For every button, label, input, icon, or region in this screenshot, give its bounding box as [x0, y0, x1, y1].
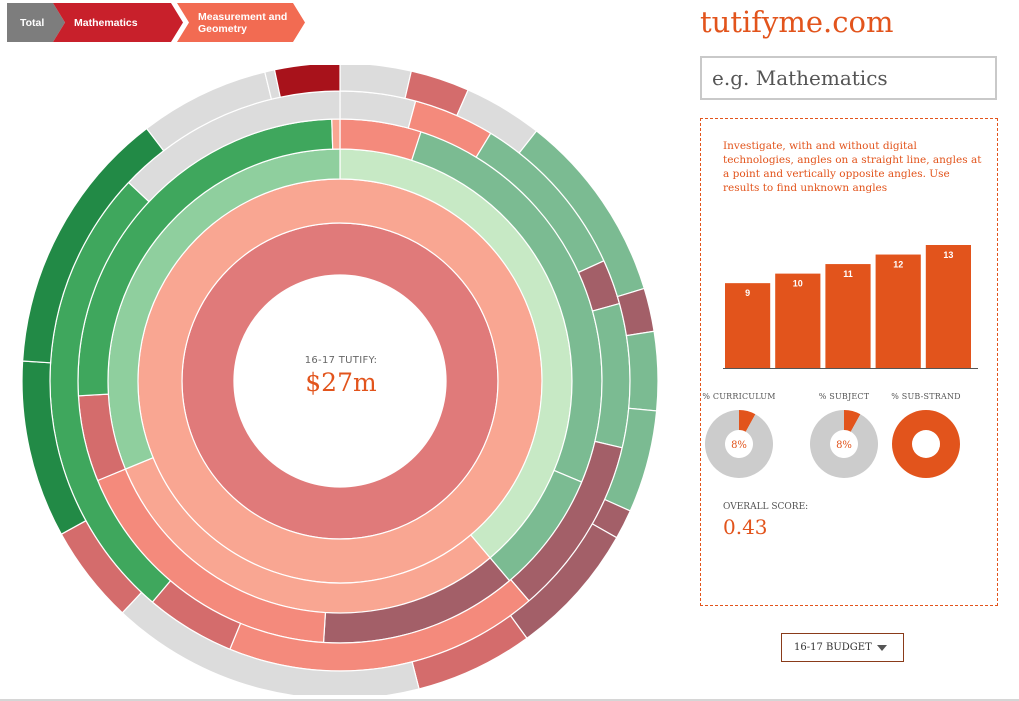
bottom-divider	[0, 699, 1019, 701]
pie-subject-label: 8%	[836, 440, 852, 451]
pie-curriculum-title: % CURRICULUM	[702, 392, 776, 401]
breadcrumb-total-label: Total	[20, 16, 45, 29]
sunburst-ring-5-segment-5[interactable]	[625, 330, 659, 412]
pie-slice-1	[705, 410, 773, 478]
pie-subject-title: % SUBJECT	[818, 392, 870, 401]
bar-label-2: 11	[843, 269, 853, 279]
score-label: OVERALL SCORE:	[723, 502, 809, 512]
center-label: 16-17 TUTIFY:	[304, 355, 378, 366]
pie-subject-donut: 8%	[810, 410, 878, 478]
bar-label-3: 12	[893, 260, 903, 270]
bar-3	[875, 254, 921, 369]
bar-1	[775, 273, 821, 369]
breadcrumb-mathematics[interactable]: Mathematics	[53, 3, 183, 42]
pie-slice-0	[844, 410, 861, 432]
pie-slice-0	[739, 410, 756, 432]
breadcrumb-total[interactable]: Total	[7, 3, 65, 42]
breadcrumb-measurement-geometry-label: Measurement and Geometry	[198, 10, 288, 35]
pie-curriculum-label: 8%	[731, 440, 747, 451]
chevron-down-icon	[877, 645, 887, 651]
score-value: 0.43	[723, 515, 768, 539]
bar-label-1: 10	[793, 279, 803, 289]
breadcrumb-measurement-geometry[interactable]: Measurement and Geometry	[177, 3, 305, 42]
bar-2	[825, 264, 871, 369]
bar-label-4: 13	[943, 250, 953, 260]
pie-slice-1	[810, 410, 878, 478]
bar-4	[925, 245, 971, 369]
pie-sub-strand-title: % SUB-STRAND	[891, 392, 961, 401]
pie-sub-strand-label: 100%	[912, 440, 941, 451]
detail-panel: Investigate, with and without digital te…	[700, 118, 998, 606]
pie-sub-strand-donut: 100%	[892, 410, 960, 478]
description-text: Investigate, with and without digital te…	[723, 140, 982, 194]
center-value: $27m	[305, 368, 377, 397]
breadcrumb-mathematics-label: Mathematics	[74, 16, 138, 29]
sunburst-ring-5-segment-16[interactable]	[273, 65, 341, 98]
sunburst-ring-3-segment-7[interactable]	[331, 118, 341, 150]
pie-curriculum: % CURRICULUM 8%	[699, 392, 779, 479]
pie-curriculum-donut: 8%	[705, 410, 773, 478]
budget-dropdown[interactable]: 16-17 BUDGET	[781, 633, 904, 662]
pie-slice-0	[892, 410, 960, 478]
bar-label-0: 9	[745, 288, 750, 298]
budget-label: 16-17 BUDGET	[794, 642, 872, 653]
bar-chart: 9 10 11 12 13	[723, 245, 978, 369]
pie-subject: % SUBJECT 8%	[804, 392, 884, 479]
search-input[interactable]	[700, 56, 997, 100]
sunburst-chart[interactable]	[21, 65, 661, 695]
brand-logo[interactable]: tutifyme.com	[700, 5, 894, 39]
bar-0	[725, 283, 771, 369]
pie-sub-strand: % SUB-STRAND 100%	[886, 392, 966, 479]
